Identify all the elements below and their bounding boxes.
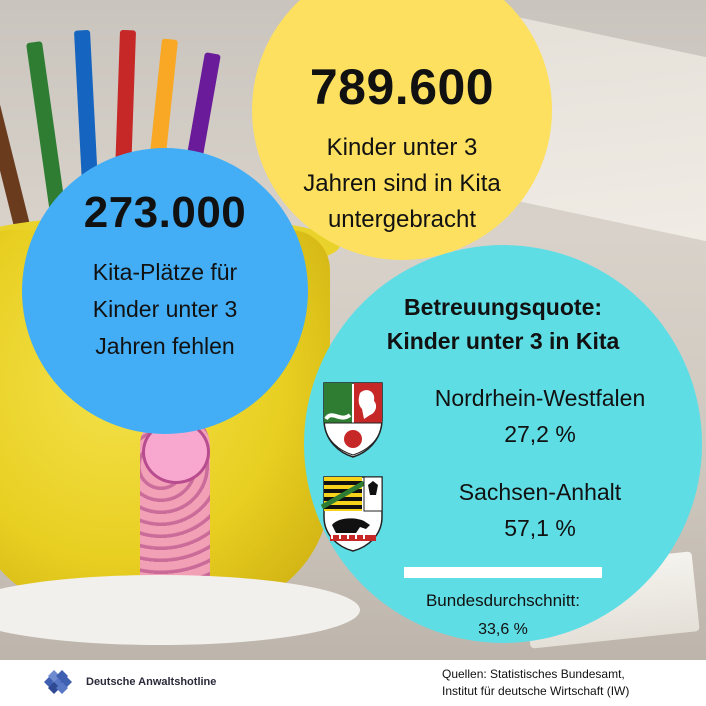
nrw-coat-of-arms-icon xyxy=(323,382,383,458)
divider-bar xyxy=(404,567,602,578)
state-name: Nordrhein-Westfalen xyxy=(434,385,646,411)
caption-line: untergebracht xyxy=(327,206,477,233)
stat-circle-blue: 273.000 Kita-Plätze für Kinder unter 3 J… xyxy=(22,148,308,434)
title-line: Kinder unter 3 in Kita xyxy=(386,328,620,354)
stat-circle-yellow: 789.600 Kinder unter 3 Jahren sind in Ki… xyxy=(252,0,552,260)
sources-text: Quellen: Statistisches Bundesamt, Instit… xyxy=(442,666,702,700)
saucer xyxy=(0,575,360,645)
state-name: Sachsen-Anhalt xyxy=(458,479,622,505)
brand-logo-icon xyxy=(44,670,72,694)
stat-caption: Kita-Plätze für Kinder unter 3 Jahren fe… xyxy=(22,254,308,365)
caption-line: Jahren fehlen xyxy=(95,333,235,359)
caption-line: Kinder unter 3 xyxy=(326,134,478,161)
stat-circle-cyan: Betreuungsquote: Kinder unter 3 in Kita … xyxy=(304,245,702,643)
care-rate-title: Betreuungsquote: Kinder unter 3 in Kita xyxy=(304,290,702,358)
national-average-label: Bundesdurchschnitt: xyxy=(425,591,581,610)
sources-line: Quellen: Statistisches Bundesamt, xyxy=(442,667,625,681)
saxony-anhalt-coat-of-arms-icon xyxy=(320,476,383,552)
title-line: Betreuungsquote: xyxy=(403,294,603,320)
stat-caption: Kinder unter 3 Jahren sind in Kita unter… xyxy=(252,130,552,238)
stat-number: 789.600 xyxy=(309,59,495,115)
state-row-saxony-anhalt: Sachsen-Anhalt 57,1 % xyxy=(320,473,690,553)
caption-line: Kita-Plätze für xyxy=(92,259,238,285)
stat-number: 273.000 xyxy=(83,188,247,237)
state-value: 27,2 % xyxy=(504,421,576,447)
state-value: 57,1 % xyxy=(504,515,576,541)
caption-line: Jahren sind in Kita xyxy=(303,170,501,197)
state-row-nrw: Nordrhein-Westfalen 27,2 % xyxy=(320,379,690,459)
brand-name: Deutsche Anwaltshotline xyxy=(86,676,217,688)
sources-line: Institut für deutsche Wirtschaft (IW) xyxy=(442,684,630,698)
caption-line: Kinder unter 3 xyxy=(92,296,238,322)
national-average-value: 33,6 % xyxy=(478,621,528,638)
footer: Deutsche Anwaltshotline Quellen: Statist… xyxy=(0,660,706,706)
